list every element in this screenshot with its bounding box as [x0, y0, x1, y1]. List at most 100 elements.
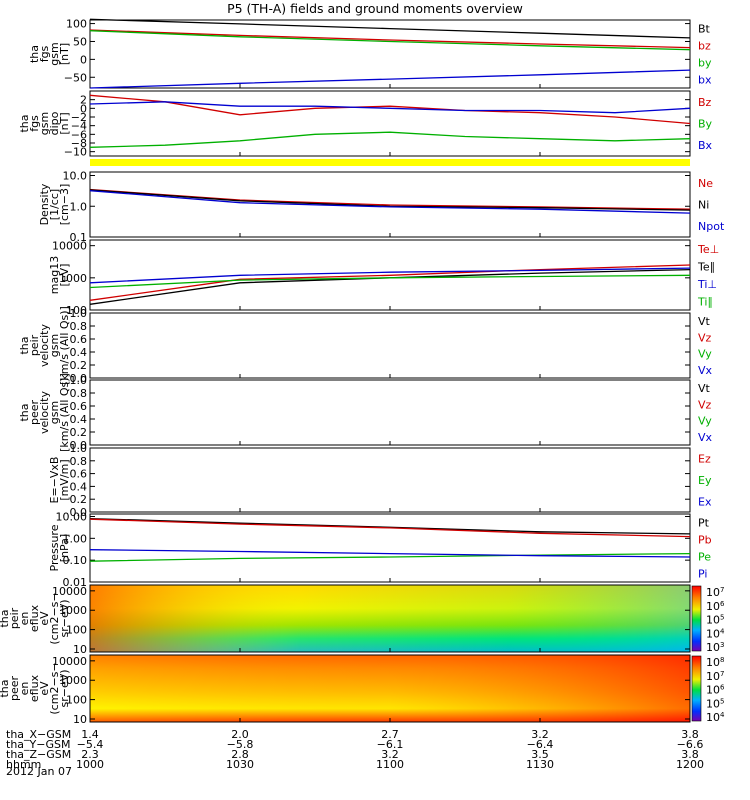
y-tick-label: 100 — [66, 694, 87, 707]
y-tick-label: −2 — [71, 111, 87, 124]
y-tick-label: 0.6 — [70, 468, 88, 481]
panels-group: 100500−50thafgsgsm[nT]Btbzbybx20−2−4−6−8… — [0, 18, 725, 726]
y-axis-label-line: peir — [8, 607, 21, 629]
y-tick-label: 0.4 — [70, 413, 88, 426]
y-axis-label-line: Density — [38, 183, 51, 225]
spectrogram-ion-overlay — [90, 585, 690, 652]
series-Bt — [89, 18, 691, 39]
y-axis-label-line: eflux — [28, 674, 41, 702]
y-axis-label-line: tha — [0, 609, 11, 627]
legend-Vz: Vz — [698, 331, 712, 344]
y-axis-label-line: E=−VxB — [48, 457, 61, 504]
y-tick-label: 1.0 — [70, 307, 88, 320]
panel-frame — [89, 90, 691, 157]
series-Ti⊥ — [89, 267, 691, 284]
legend-Ez: Ez — [698, 453, 711, 466]
y-axis-label-line: (cm2−s− — [48, 592, 61, 644]
legend-Vx: Vx — [698, 364, 713, 377]
legend-Bt: Bt — [698, 23, 711, 36]
series-Npot — [89, 190, 691, 214]
legend-By: By — [698, 118, 713, 131]
x-row-value: 1100 — [376, 758, 404, 771]
y-tick-label: 0.2 — [70, 359, 88, 372]
legend-Ti∥: Ti∥ — [697, 295, 713, 308]
y-tick-label: 2 — [80, 94, 87, 107]
y-axis-label-line: [cm−3] — [58, 184, 71, 226]
legend-Ni: Ni — [698, 199, 709, 212]
x-row-value: −6.6 — [677, 738, 704, 751]
panel-p10: 10000 1000 100 10 thapeerenefluxeV(cm2−s−sr−… — [0, 654, 725, 726]
y-tick-label: 0.8 — [70, 387, 88, 400]
flag-bar — [90, 159, 690, 166]
y-tick-label: 0.4 — [70, 480, 88, 493]
panel-p5: 1.00.80.60.40.20.0thapeirvelocitygsm[km/… — [18, 306, 713, 385]
y-axis-label-line: fgs — [38, 45, 51, 62]
series-Bz — [89, 94, 691, 125]
series-Pe — [89, 552, 691, 562]
colorbar-label: 103 — [706, 641, 724, 654]
y-axis-label-line: dipo — [48, 111, 61, 135]
date-label: 2012 Jan 07 — [6, 765, 72, 778]
series-bx — [89, 69, 691, 89]
y-axis-label-line: en — [18, 682, 31, 696]
colorbar-label: 104 — [706, 627, 725, 640]
colorbar-label: 105 — [706, 697, 724, 710]
y-tick-label: 0.8 — [70, 455, 88, 468]
x-row-label: hhmm — [6, 758, 41, 771]
y-tick-label: 1000 — [59, 604, 87, 617]
x-row-label: tha_Z−GSM — [6, 748, 71, 761]
legend-Pe: Pe — [698, 551, 711, 564]
colorbar-label: 107 — [706, 670, 724, 683]
colorbar-label: 106 — [706, 600, 725, 613]
colorbar — [691, 655, 702, 722]
y-axis-label-line: fgs — [28, 115, 41, 132]
legend-Te∥: Te∥ — [697, 260, 715, 273]
y-axis-label-line: velocity — [38, 324, 51, 367]
series-Pb — [89, 518, 691, 538]
y-tick-label: 0.10 — [63, 554, 88, 567]
x-row-label: tha_Y−GSM — [6, 738, 70, 751]
y-tick-label: 1.00 — [63, 532, 88, 545]
y-tick-label: 10 — [73, 713, 87, 726]
y-axis-label-line: eflux — [28, 604, 41, 632]
y-axis-label-line: eV — [38, 681, 51, 696]
panel-p6: 1.00.80.60.40.20.0thapeervelocitygsm[km/… — [18, 373, 713, 452]
spectrogram-electron-overlay — [90, 655, 690, 722]
x-row-value: 3.8 — [681, 748, 699, 761]
series-Ti∥ — [89, 274, 691, 289]
series-Ne — [89, 188, 691, 210]
legend-Vx: Vx — [698, 431, 713, 444]
y-tick-label: 1.0 — [70, 374, 88, 387]
legend-Vt: Vt — [698, 315, 711, 328]
x-row-value: 1030 — [226, 758, 254, 771]
legend-Pt: Pt — [698, 517, 710, 530]
colorbar-label: 104 — [706, 711, 725, 724]
x-row-value: 1200 — [676, 758, 704, 771]
y-axis-label-line: [km/s (All Qs)] — [58, 373, 71, 452]
y-axis-label-line: [km/s (All Qs)] — [58, 306, 71, 385]
y-tick-label: 0.0 — [70, 372, 88, 385]
y-axis-label-line: tha — [28, 45, 41, 63]
y-tick-label: 0 — [80, 53, 87, 66]
legend-bx: bx — [698, 74, 712, 87]
legend-Pb: Pb — [698, 534, 712, 547]
y-axis-label-line: [nT] — [58, 43, 71, 65]
series-by — [89, 30, 691, 51]
y-axis-label-line: [1/cc] — [48, 189, 61, 220]
legend-Ne: Ne — [698, 177, 713, 190]
legend-Ti⊥: Ti⊥ — [697, 278, 717, 291]
y-tick-label: 100 — [66, 18, 87, 31]
panel-frame — [89, 379, 691, 446]
y-tick-label: 0.0 — [70, 439, 88, 452]
series-Bx — [89, 101, 691, 114]
colorbar-label: 106 — [706, 684, 725, 697]
y-axis-label-line: [nPa] — [58, 534, 71, 562]
x-row-value: 3.2 — [381, 748, 399, 761]
y-axis-label-line: [nT] — [58, 112, 71, 134]
y-tick-label: 0.6 — [70, 333, 88, 346]
y-axis-label-line: velocity — [38, 391, 51, 434]
legend-Vy: Vy — [698, 348, 712, 361]
legend-Vt: Vt — [698, 382, 711, 395]
